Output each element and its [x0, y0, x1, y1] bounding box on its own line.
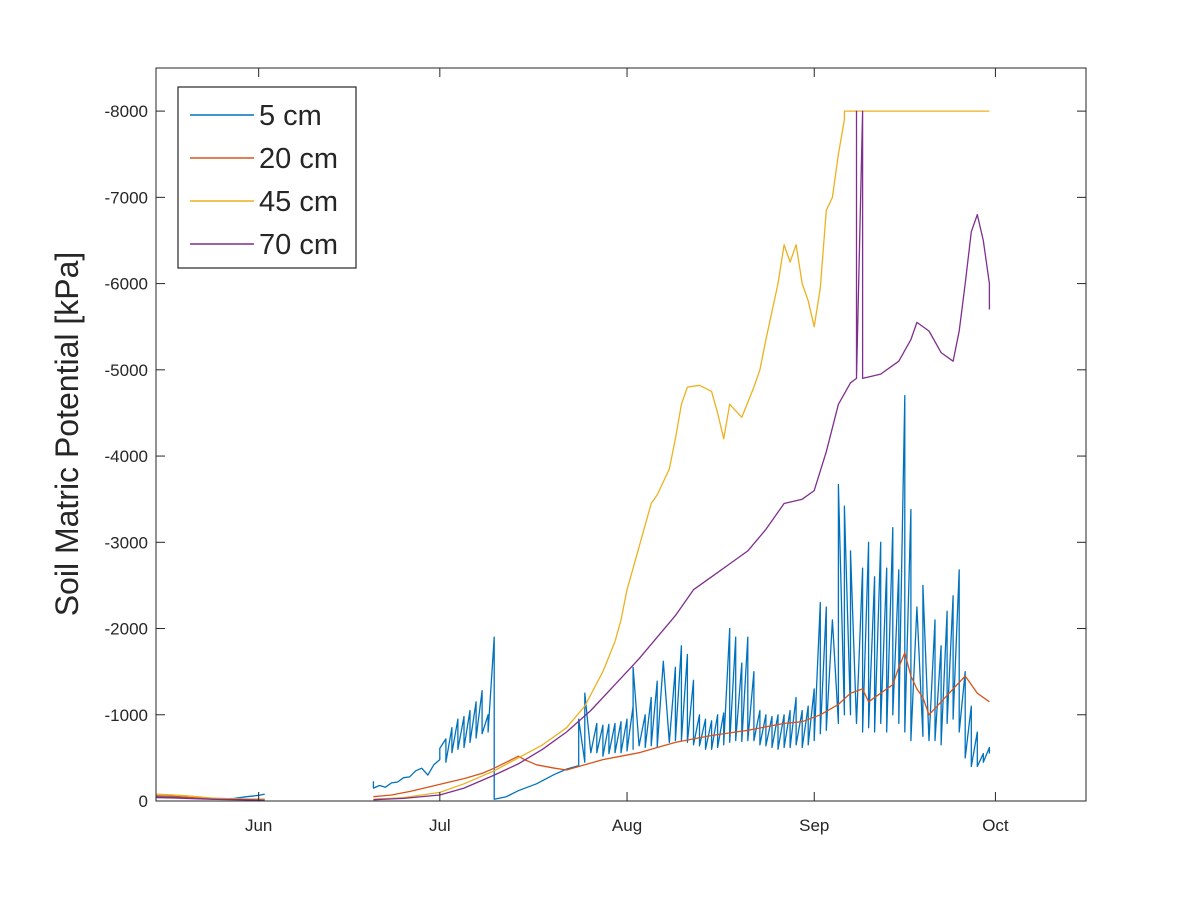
series-line-70-cm-segment-1: [155, 796, 265, 801]
legend-label-20-cm: 20 cm: [259, 143, 338, 175]
legend-box: [177, 86, 357, 269]
axes-layer: 0 -1000 -2000 -3000 -4000 -5000 -6000 -7000 -800…: [105, 67, 1087, 835]
y-tick-label: -1000: [105, 706, 148, 725]
legend: 5 cm 20 cm 45 cm 70 cm: [177, 86, 357, 269]
legend-label-45-cm: 45 cm: [259, 186, 338, 218]
series-layer: [155, 110, 991, 801]
x-tick-label: Jul: [429, 816, 451, 835]
x-tick-label: Jun: [245, 816, 272, 835]
y-tick-label: -2000: [105, 620, 148, 639]
series-line-70-cm-segment-2: [373, 110, 991, 801]
y-tick-label: 0: [139, 792, 148, 811]
x-tick-label: Sep: [799, 816, 829, 835]
y-tick-label: -5000: [105, 361, 148, 380]
x-tick-label: Oct: [982, 816, 1009, 835]
y-tick-label: -6000: [105, 275, 148, 294]
y-tick-label: -7000: [105, 188, 148, 207]
y-axis-label: Soil Matric Potential [kPa]: [49, 252, 85, 617]
series-line-45-cm-segment-2: [373, 110, 990, 800]
series-line-20-cm-segment-2: [373, 652, 990, 798]
series-line-45-cm-segment-1: [155, 793, 265, 801]
legend-label-5-cm: 5 cm: [259, 100, 322, 132]
y-tick-label: -3000: [105, 533, 148, 552]
legend-label-70-cm: 70 cm: [259, 229, 338, 261]
axes-box: [155, 67, 1087, 802]
y-tick-label: -4000: [105, 447, 148, 466]
y-tick-label: -8000: [105, 102, 148, 121]
series-line-5-cm-segment-2: [372, 395, 991, 800]
x-tick-label: Aug: [612, 816, 642, 835]
